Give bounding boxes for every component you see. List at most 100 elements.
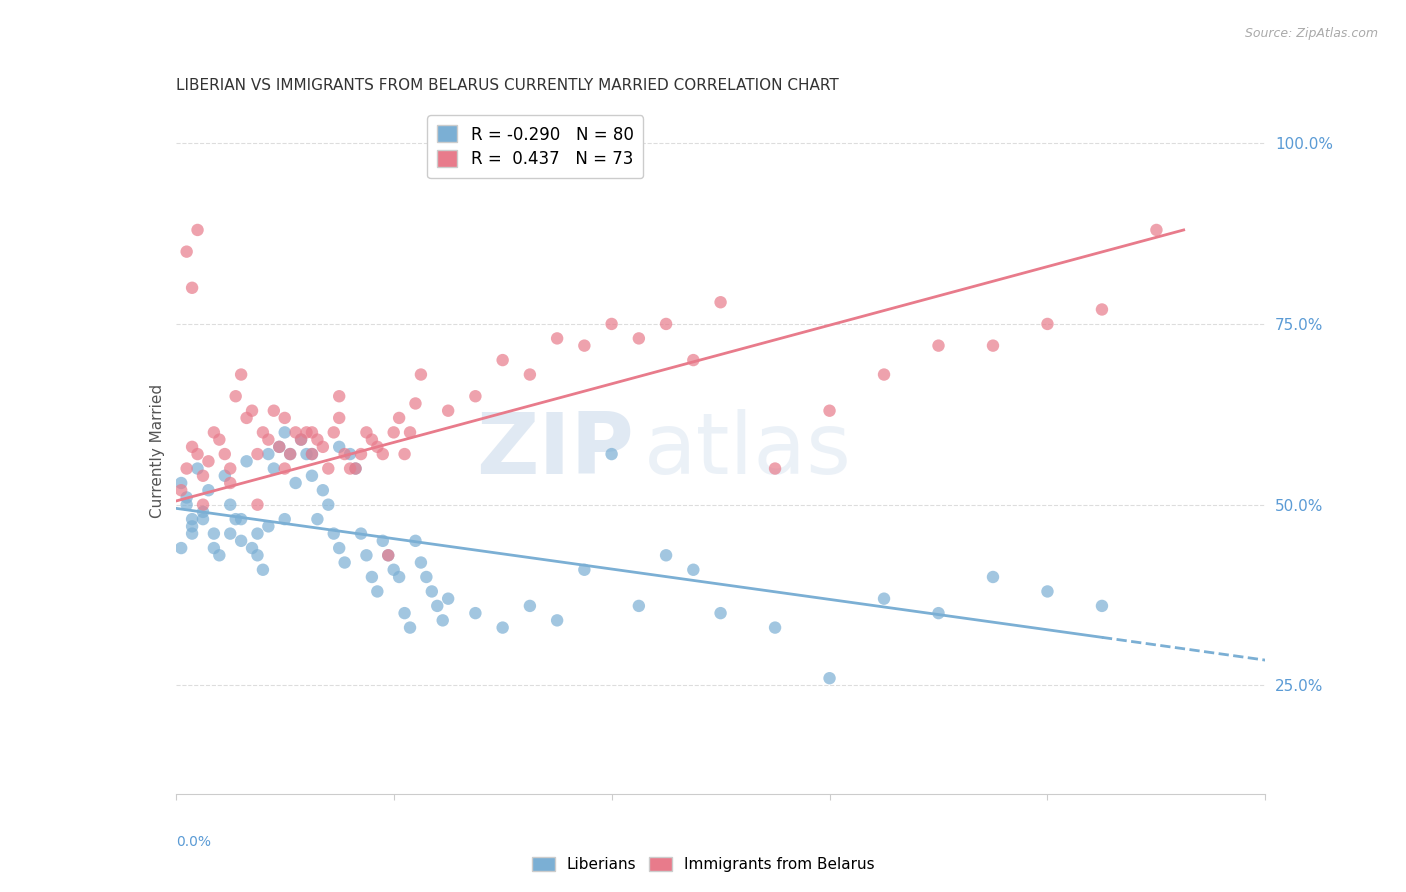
Point <box>546 331 568 345</box>
Point <box>328 411 350 425</box>
Point <box>371 533 394 548</box>
Point <box>928 606 950 620</box>
Point <box>246 447 269 461</box>
Point <box>399 621 422 635</box>
Point <box>405 533 427 548</box>
Point <box>339 461 361 475</box>
Point <box>191 505 214 519</box>
Point <box>519 368 541 382</box>
Point <box>873 368 896 382</box>
Point <box>170 483 193 498</box>
Point <box>318 461 340 475</box>
Point <box>219 498 242 512</box>
Point <box>627 331 650 345</box>
Point <box>333 556 356 570</box>
Point <box>191 468 214 483</box>
Point <box>274 411 297 425</box>
Point <box>394 606 416 620</box>
Point <box>818 403 841 417</box>
Point <box>301 447 323 461</box>
Point <box>197 454 219 468</box>
Point <box>202 541 225 555</box>
Point <box>328 389 350 403</box>
Point <box>219 461 242 475</box>
Point <box>290 433 312 447</box>
Point <box>176 461 198 475</box>
Point <box>1144 223 1167 237</box>
Point <box>295 425 318 440</box>
Point <box>214 468 236 483</box>
Point <box>574 563 596 577</box>
Point <box>356 425 378 440</box>
Point <box>176 498 198 512</box>
Point <box>682 563 704 577</box>
Point <box>382 563 405 577</box>
Point <box>328 440 350 454</box>
Point <box>278 447 301 461</box>
Point <box>240 403 263 417</box>
Point <box>405 396 427 410</box>
Point <box>295 447 318 461</box>
Point <box>235 411 257 425</box>
Point <box>371 447 394 461</box>
Point <box>202 425 225 440</box>
Point <box>377 549 399 563</box>
Point <box>301 468 323 483</box>
Point <box>432 613 454 627</box>
Point <box>492 621 515 635</box>
Point <box>322 526 344 541</box>
Point <box>181 526 204 541</box>
Point <box>240 541 263 555</box>
Legend: Liberians, Immigrants from Belarus: Liberians, Immigrants from Belarus <box>524 849 882 880</box>
Point <box>225 389 247 403</box>
Point <box>191 512 214 526</box>
Point <box>208 549 231 563</box>
Point <box>366 440 388 454</box>
Point <box>186 447 209 461</box>
Point <box>197 483 219 498</box>
Point <box>208 433 231 447</box>
Point <box>322 425 344 440</box>
Point <box>763 621 786 635</box>
Point <box>1036 317 1059 331</box>
Point <box>655 317 678 331</box>
Point <box>257 519 280 533</box>
Text: ZIP: ZIP <box>475 409 633 492</box>
Point <box>328 541 350 555</box>
Point <box>399 425 422 440</box>
Point <box>307 512 329 526</box>
Point <box>1091 599 1114 613</box>
Point <box>225 512 247 526</box>
Point <box>219 526 242 541</box>
Point <box>318 498 340 512</box>
Point <box>426 599 449 613</box>
Point <box>274 461 297 475</box>
Point <box>388 570 411 584</box>
Point <box>170 475 193 490</box>
Point <box>360 570 382 584</box>
Point <box>394 447 416 461</box>
Point <box>464 389 486 403</box>
Point <box>600 447 623 461</box>
Point <box>627 599 650 613</box>
Point <box>176 244 198 259</box>
Text: LIBERIAN VS IMMIGRANTS FROM BELARUS CURRENTLY MARRIED CORRELATION CHART: LIBERIAN VS IMMIGRANTS FROM BELARUS CURR… <box>176 78 838 94</box>
Point <box>360 433 382 447</box>
Point <box>339 447 361 461</box>
Point <box>382 425 405 440</box>
Point <box>284 475 307 490</box>
Text: 0.0%: 0.0% <box>176 835 211 849</box>
Point <box>181 519 204 533</box>
Point <box>186 461 209 475</box>
Point <box>981 338 1004 352</box>
Point <box>274 512 297 526</box>
Point <box>763 461 786 475</box>
Point <box>928 338 950 352</box>
Point <box>312 483 335 498</box>
Point <box>492 353 515 368</box>
Point <box>246 498 269 512</box>
Point <box>356 549 378 563</box>
Point <box>235 454 257 468</box>
Point <box>263 461 285 475</box>
Point <box>409 368 432 382</box>
